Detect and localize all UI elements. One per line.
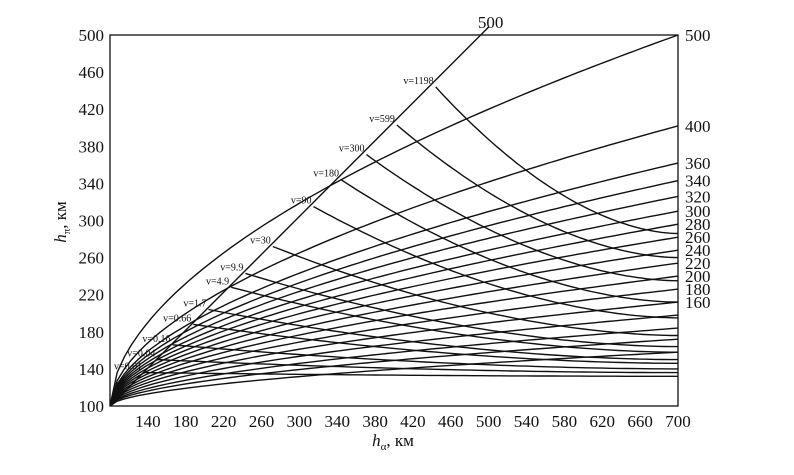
x-tick-label: 660 — [627, 412, 653, 431]
lifetime-label: v=30 — [250, 235, 271, 246]
y-axis-unit: , км — [51, 201, 70, 229]
right-edge-label: 500 — [685, 26, 711, 45]
right-edge-label: 220 — [685, 254, 711, 273]
y-tick-label: 500 — [79, 26, 105, 45]
right-edge-label: 360 — [685, 154, 711, 173]
lifetime-curve — [231, 286, 678, 353]
right-edge-label: 200 — [685, 267, 711, 286]
plot-frame — [109, 34, 679, 407]
lifetime-curve — [144, 371, 678, 377]
constant-level-curve — [110, 125, 678, 406]
right-edge-label: 180 — [685, 280, 711, 299]
x-tick-label: 380 — [362, 412, 388, 431]
x-tick-label: 580 — [552, 412, 578, 431]
lifetime-label: v=1198 — [403, 76, 433, 87]
tick-labels: 100 140 180 220 260 300 340 380 420 460 500 140 180 2… — [79, 26, 691, 431]
y-axis-subscript: π — [61, 228, 73, 234]
lifetime-curve — [208, 308, 678, 361]
lifetime-curve — [435, 86, 678, 235]
constant-level-curve — [110, 179, 678, 406]
constant-level-curve — [110, 236, 678, 406]
y-tick-label: 140 — [79, 360, 105, 379]
x-tick-label: 340 — [324, 412, 350, 431]
x-tick-label: 540 — [514, 412, 540, 431]
boundary-label: 500 — [478, 13, 504, 32]
y-tick-label: 380 — [79, 137, 105, 156]
curves-layer — [110, 26, 678, 406]
constant-level-curve — [110, 34, 678, 406]
y-tick-label: 340 — [79, 174, 105, 193]
lifetime-label: v=9.9 — [220, 262, 243, 273]
y-tick-label: 420 — [79, 100, 105, 119]
x-tick-label: 500 — [476, 412, 502, 431]
y-tick-label: 260 — [79, 249, 105, 268]
y-tick-label: 180 — [79, 323, 105, 342]
x-tick-label: 180 — [173, 412, 199, 431]
right-edge-label: 160 — [685, 293, 711, 312]
lifetime-curve — [313, 205, 678, 319]
lifetime-label: v=300 — [339, 144, 365, 155]
right-edge-label: 340 — [685, 172, 711, 191]
right-edge-label: 300 — [685, 202, 711, 221]
y-tick-label: 220 — [79, 286, 105, 305]
x-tick-label: 700 — [665, 412, 691, 431]
y-axis-title: hπ, км — [51, 201, 73, 243]
lifetime-curve — [272, 245, 678, 337]
lifetime-label: v=0.04 — [127, 349, 155, 360]
lifetime-label: v=1.7 — [183, 299, 206, 310]
lifetime-curve — [245, 272, 678, 348]
y-tick-label: 460 — [79, 63, 105, 82]
constant-level-curve — [110, 210, 678, 406]
right-edge-label: 260 — [685, 228, 711, 247]
x-tick-label: 260 — [249, 412, 275, 431]
y-tick-label: 300 — [79, 212, 105, 231]
x-axis-symbol: h — [372, 431, 381, 450]
lifetime-curve — [172, 344, 678, 370]
constant-level-curve — [110, 327, 678, 406]
lifetime-label: v=0.66 — [163, 313, 191, 324]
constant-level-curve — [110, 275, 678, 406]
x-tick-label: 420 — [400, 412, 426, 431]
lifetime-label: v=0.01 — [114, 362, 142, 373]
constant-level-curve — [110, 223, 678, 406]
x-tick-label: 220 — [211, 412, 237, 431]
right-edge-label: 280 — [685, 215, 711, 234]
lifetime-label: v=90 — [291, 196, 312, 207]
lifetime-curve — [396, 124, 678, 259]
constant-level-curve — [110, 262, 678, 406]
x-tick-label: 460 — [438, 412, 464, 431]
right-edge-label: 320 — [685, 187, 711, 206]
y-axis-symbol: h — [51, 234, 70, 243]
lifetime-label: v=0.16 — [142, 334, 170, 345]
constant-level-curve — [110, 162, 678, 406]
curve-labels: 500 v=1198 v=599 v=300 v=180 v=90 v=30 v=9.9 v=4… — [114, 13, 711, 373]
lifetime-curve — [340, 179, 678, 303]
constant-level-curve — [110, 195, 678, 406]
x-tick-label: 620 — [590, 412, 616, 431]
lifetime-label: v=4.9 — [206, 276, 229, 287]
lifetime-curve — [193, 323, 678, 364]
x-tick-label: 300 — [287, 412, 313, 431]
constant-level-curve — [110, 314, 678, 406]
lifetime-label: v=180 — [313, 169, 339, 180]
constant-level-curve — [110, 288, 678, 406]
right-edge-label: 240 — [685, 241, 711, 260]
boundary-line — [110, 26, 490, 406]
x-axis-unit: , км — [386, 431, 414, 450]
lifetime-curve — [366, 154, 678, 282]
x-axis-title: hα, км — [372, 431, 414, 453]
right-edge-label: 400 — [685, 117, 711, 136]
constant-level-curve — [110, 301, 678, 406]
lifetime-curve — [157, 358, 678, 374]
x-tick-label: 140 — [135, 412, 161, 431]
x-axis-subscript: α — [381, 441, 387, 453]
lifetime-label: v=599 — [369, 114, 395, 125]
y-tick-label: 100 — [79, 397, 105, 416]
